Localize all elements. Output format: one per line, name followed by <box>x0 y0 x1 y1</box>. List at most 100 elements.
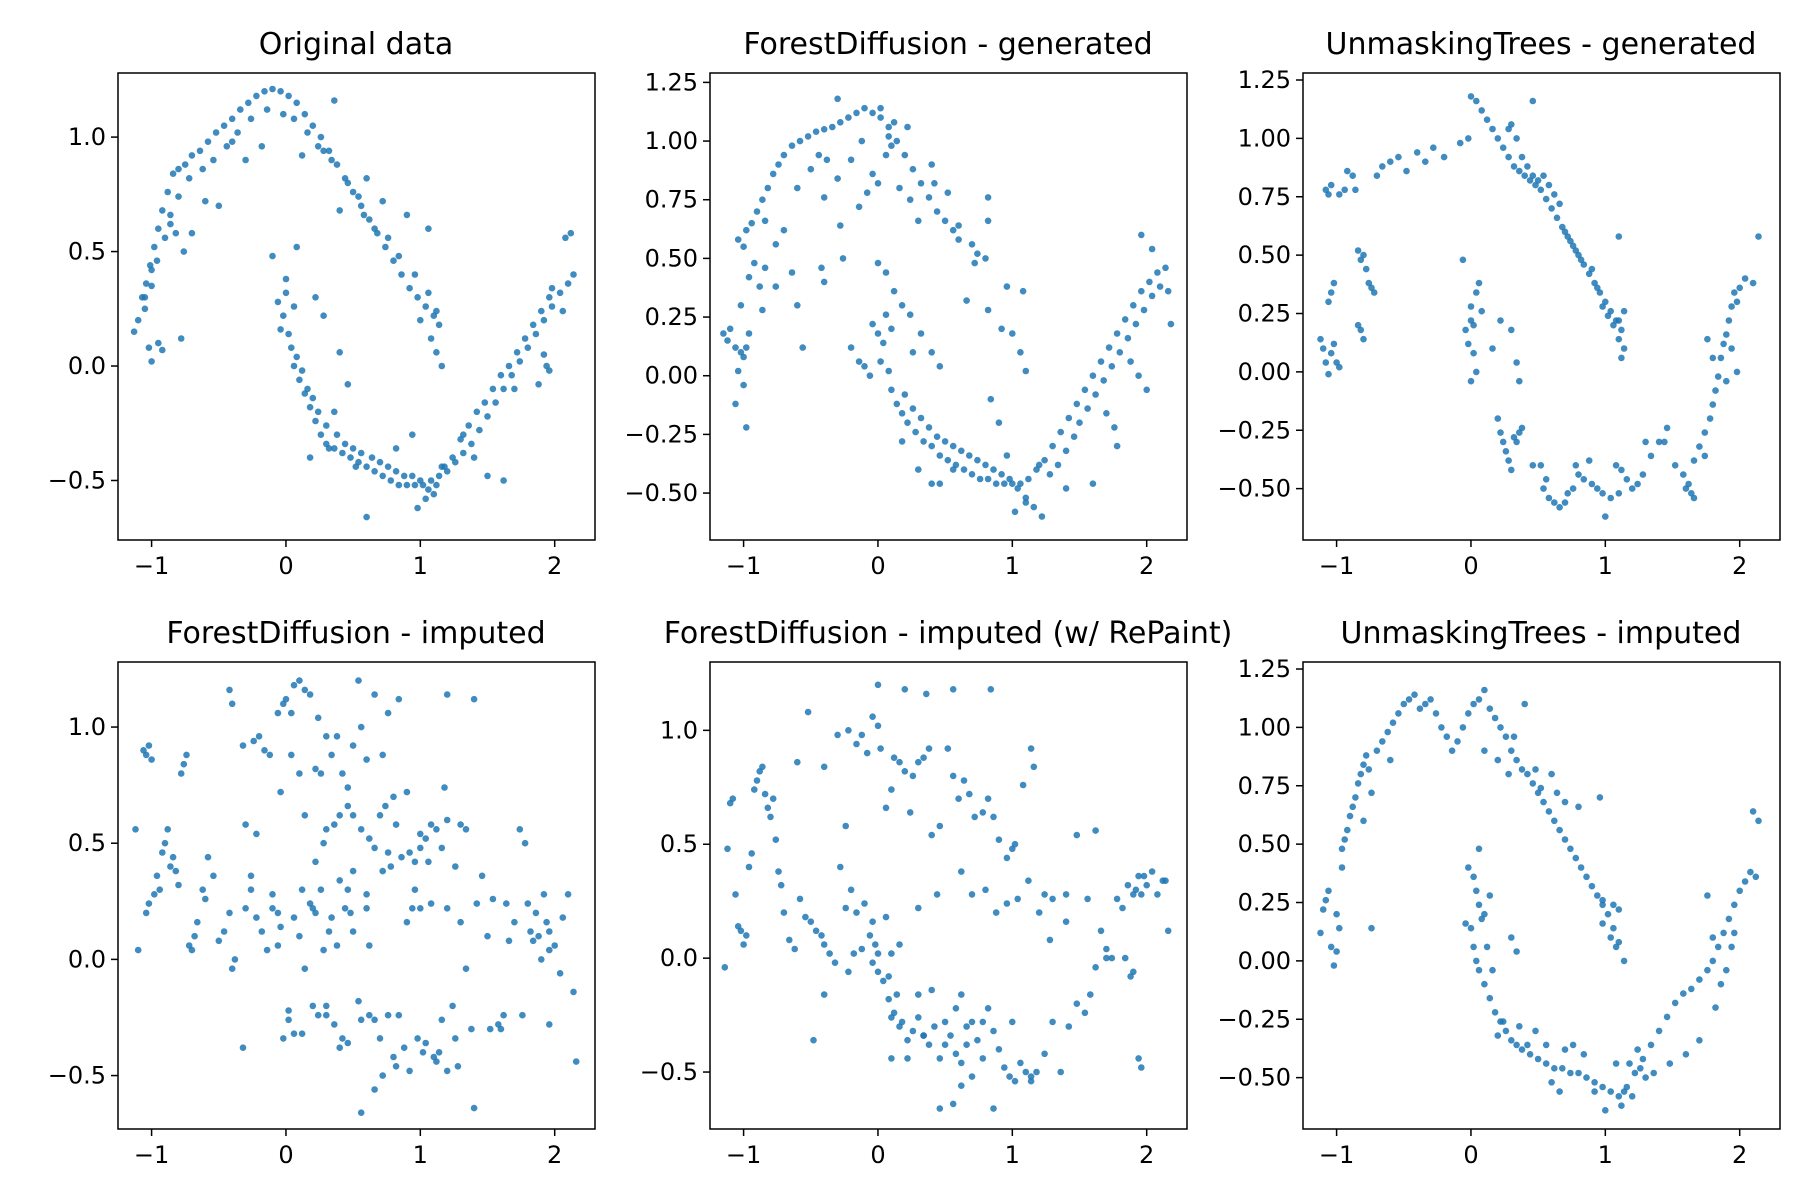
data-point <box>799 344 806 351</box>
data-point <box>882 311 890 319</box>
data-point <box>282 275 290 283</box>
data-point <box>398 271 405 278</box>
data-point <box>1475 845 1483 853</box>
data-point <box>1092 964 1099 971</box>
data-point <box>441 784 448 791</box>
data-point <box>1736 887 1743 895</box>
data-point <box>863 189 871 196</box>
data-point <box>355 677 362 684</box>
data-point <box>336 877 344 884</box>
y-tick-label: −0.50 <box>1217 1064 1291 1092</box>
data-point <box>242 156 249 164</box>
data-point <box>794 758 801 766</box>
data-point <box>1618 1102 1625 1109</box>
data-point <box>1585 457 1593 464</box>
data-point <box>363 513 370 521</box>
data-point <box>915 1014 922 1021</box>
data-point <box>888 1055 895 1062</box>
data-point <box>371 468 378 475</box>
data-point <box>915 758 922 766</box>
data-point <box>228 965 236 972</box>
data-point <box>890 1009 898 1017</box>
data-point <box>1561 798 1569 806</box>
data-point <box>1336 191 1343 198</box>
data-point <box>1634 480 1641 488</box>
data-point <box>331 1021 338 1028</box>
data-point <box>363 463 370 471</box>
data-point <box>406 284 413 292</box>
data-point <box>382 802 389 810</box>
data-point <box>497 1025 505 1033</box>
y-tick-label: 1.00 <box>1238 124 1291 152</box>
data-point <box>298 152 306 159</box>
data-point <box>357 1016 365 1024</box>
data-point <box>392 445 400 452</box>
data-point <box>1516 167 1523 175</box>
data-point <box>1723 377 1730 385</box>
data-point <box>328 156 335 164</box>
data-point <box>1049 1018 1056 1026</box>
data-point <box>1671 999 1679 1007</box>
data-point <box>1545 494 1553 502</box>
data-point <box>1610 321 1617 329</box>
data-point <box>371 691 378 698</box>
data-point <box>371 1086 378 1093</box>
data-point <box>874 330 882 337</box>
data-point <box>161 234 169 242</box>
data-point <box>1524 770 1531 778</box>
data-point <box>896 941 903 948</box>
data-point <box>325 445 333 452</box>
data-point <box>331 408 338 416</box>
data-point <box>1062 447 1070 455</box>
data-point <box>1701 429 1709 436</box>
data-point <box>850 950 858 957</box>
data-point <box>269 252 276 260</box>
data-point <box>1327 289 1335 296</box>
data-point <box>486 1025 494 1033</box>
x-tick-label: 0 <box>1463 552 1478 580</box>
data-point <box>1041 891 1048 898</box>
data-point <box>427 335 435 342</box>
data-point <box>438 362 446 370</box>
data-point <box>1121 316 1129 323</box>
data-point <box>1373 172 1381 179</box>
data-point <box>548 284 556 292</box>
data-point <box>274 909 282 917</box>
data-point <box>417 316 424 324</box>
data-point <box>457 918 464 926</box>
data-point <box>982 886 989 894</box>
data-point <box>869 170 876 178</box>
data-point <box>460 449 467 457</box>
data-point <box>1097 927 1105 935</box>
data-point <box>349 188 357 196</box>
data-point <box>524 900 532 907</box>
data-point <box>858 137 866 145</box>
data-point <box>772 241 780 248</box>
data-point <box>834 95 841 103</box>
data-point <box>834 175 841 182</box>
data-point <box>511 918 518 926</box>
data-point <box>1706 415 1714 422</box>
data-point <box>1354 321 1362 329</box>
data-point <box>1513 135 1520 142</box>
plot-area <box>117 661 596 1130</box>
data-point <box>732 344 739 351</box>
data-point <box>1650 1069 1657 1077</box>
x-tick-label: −1 <box>726 1141 761 1169</box>
data-point <box>175 881 182 889</box>
data-point <box>331 821 338 828</box>
data-point <box>1113 895 1121 903</box>
data-point <box>1486 705 1494 712</box>
data-point <box>1499 1018 1507 1025</box>
data-point <box>1465 135 1472 142</box>
data-point <box>1588 265 1596 273</box>
data-point <box>1049 442 1056 450</box>
panel-title: UnmaskingTrees - imputed <box>1341 616 1742 651</box>
data-point <box>1317 929 1324 937</box>
data-point <box>505 362 513 370</box>
data-point <box>1384 728 1391 736</box>
data-point <box>1548 205 1555 212</box>
data-point <box>1143 881 1150 889</box>
data-point <box>449 1002 456 1010</box>
data-point <box>390 793 397 801</box>
